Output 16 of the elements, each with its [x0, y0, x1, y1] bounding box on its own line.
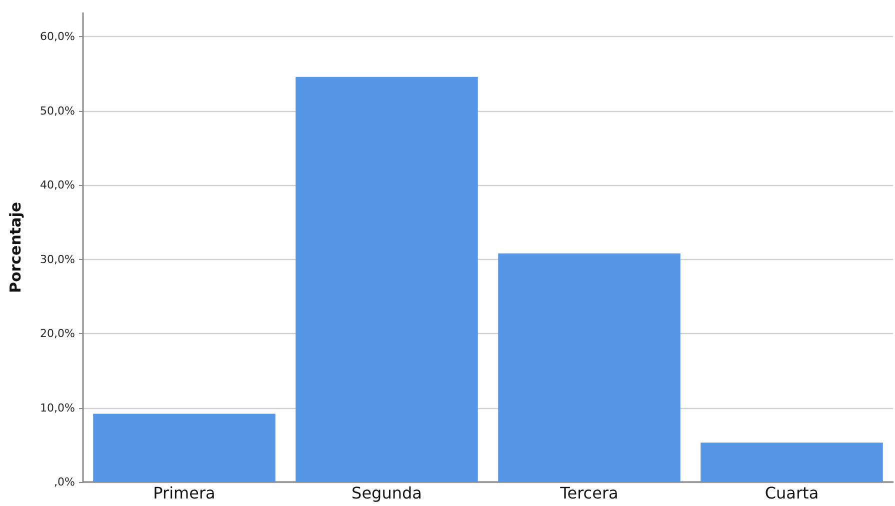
y-tick-label: 20,0%: [40, 327, 75, 340]
bar: [93, 414, 276, 482]
y-tick-label: 40,0%: [40, 178, 75, 192]
y-axis-title: Porcentaje: [6, 202, 24, 294]
y-tick-label: 30,0%: [40, 252, 75, 266]
y-tick-label: 10,0%: [40, 401, 75, 414]
bar: [700, 442, 883, 482]
bar: [498, 253, 680, 482]
x-tick-label: Segunda: [352, 484, 422, 502]
y-tick-label: 50,0%: [40, 104, 75, 118]
x-tick-label: Cuarta: [764, 484, 819, 502]
x-tick-label: Tercera: [559, 484, 618, 502]
bar: [296, 76, 478, 482]
x-tick-label: Primera: [153, 484, 216, 502]
y-tick-label: 60,0%: [40, 30, 75, 44]
y-tick-label: ,0%: [54, 476, 75, 488]
